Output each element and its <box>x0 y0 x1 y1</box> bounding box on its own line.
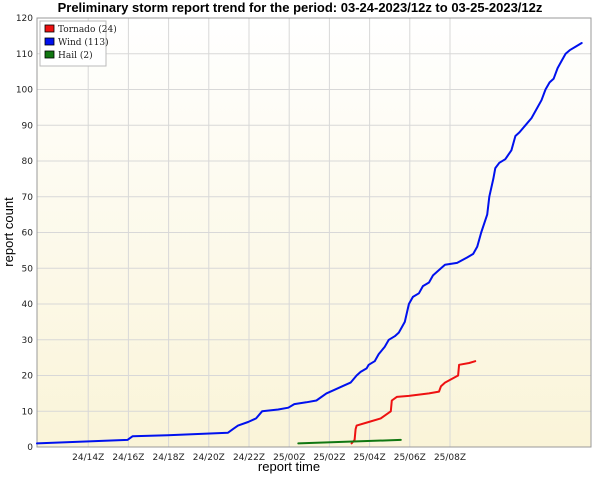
chart-title: Preliminary storm report trend for the p… <box>58 0 543 15</box>
legend-swatch-hail <box>44 50 55 59</box>
x-tick-label: 24/16Z <box>112 453 144 463</box>
legend-swatch-wind <box>44 37 55 46</box>
chart-legend: Tornado (24) Wind (113) Hail (2) <box>39 20 117 67</box>
grid-lines <box>37 18 591 447</box>
x-tick-label: 24/22Z <box>233 453 265 463</box>
plot-frame <box>36 17 592 448</box>
series-lines <box>36 42 583 445</box>
x-tick-label: 25/06Z <box>394 453 426 463</box>
y-tick-label: 90 <box>22 121 34 131</box>
y-tick-label: 70 <box>22 193 34 203</box>
x-tick-label: 25/00Z <box>273 453 305 463</box>
x-axis-title: report time <box>258 459 320 474</box>
tick-labels: 0 10 20 30 40 50 60 70 80 90 100 110 120 24/14Z 24/16Z… <box>16 14 466 463</box>
legend-swatch-tornado <box>44 24 55 33</box>
y-tick-label: 100 <box>16 86 33 96</box>
x-tick-label: 24/14Z <box>72 453 104 463</box>
y-tick-label: 40 <box>22 300 34 310</box>
y-tick-label: 120 <box>16 14 33 24</box>
y-tick-label: 60 <box>22 229 34 239</box>
y-tick-label: 10 <box>22 407 34 417</box>
y-axis-title: report count <box>1 197 16 267</box>
y-tick-label: 0 <box>27 443 33 453</box>
y-tick-label: 50 <box>22 264 34 274</box>
legend-label-hail: Hail (2) <box>58 50 93 61</box>
series-line-wind <box>36 42 583 445</box>
legend-label-wind: Wind (113) <box>58 37 109 48</box>
y-tick-label: 110 <box>16 50 33 60</box>
x-tick-label: 24/20Z <box>193 453 225 463</box>
x-tick-label: 24/18Z <box>153 453 185 463</box>
x-tick-label: 25/04Z <box>354 453 386 463</box>
y-tick-label: 20 <box>22 372 34 382</box>
series-line-tornado <box>350 360 477 445</box>
legend-label-tornado: Tornado (24) <box>58 24 117 35</box>
x-tick-label: 25/08Z <box>434 453 466 463</box>
y-tick-label: 30 <box>22 336 34 346</box>
y-tick-label: 80 <box>22 157 34 167</box>
x-tick-label: 25/02Z <box>313 453 345 463</box>
series-line-hail <box>297 438 402 445</box>
